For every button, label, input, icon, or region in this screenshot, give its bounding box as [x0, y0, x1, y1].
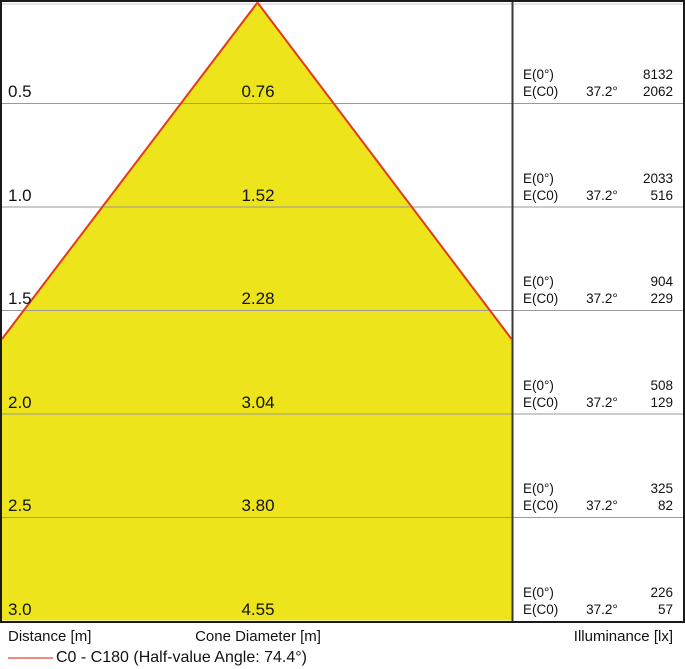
cone-plot: [0, 0, 685, 623]
ec0-line: E(C0) 37.2° 516: [523, 187, 673, 204]
ec0-line: E(C0) 37.2° 229: [523, 290, 673, 307]
distance-tick: 1.0: [8, 186, 32, 205]
ec0-value: 2062: [642, 84, 673, 99]
cone-diameter-value: 0.76: [241, 82, 275, 101]
e0-line: E(0°) 8132: [523, 66, 673, 83]
cone-diameter-value: 4.55: [241, 600, 275, 619]
e0-label: E(0°): [523, 378, 554, 393]
cone-diameter-value: 3.04: [241, 393, 275, 412]
beam-angle: 37.2°: [586, 395, 618, 410]
beam-angle: 37.2°: [586, 602, 618, 617]
light-cone: [2, 2, 512, 621]
distance-tick: 2.5: [8, 496, 32, 515]
chart-footer: Distance [m] Cone Diameter [m] Illuminan…: [0, 623, 685, 669]
e0-line: E(0°) 904: [523, 273, 673, 290]
ec0-line: E(C0) 37.2° 82: [523, 497, 673, 514]
illuminance-row: E(0°) 508 E(C0) 37.2° 129: [523, 377, 673, 411]
cone-edge-left: [1, 1, 259, 340]
e0-value: 226: [650, 585, 673, 600]
e0-line: E(0°) 226: [523, 584, 673, 601]
e0-line: E(0°) 2033: [523, 170, 673, 187]
chart-border: [0, 0, 685, 623]
cone-diameter-value: 2.28: [241, 289, 275, 308]
distance-tick: 1.5: [8, 289, 32, 308]
illuminance-row: E(0°) 226 E(C0) 37.2° 57: [523, 584, 673, 618]
ec0-label: E(C0): [523, 395, 559, 410]
e0-label: E(0°): [523, 171, 554, 186]
e0-line: E(0°) 325: [523, 480, 673, 497]
e0-label: E(0°): [523, 481, 554, 496]
legend-label: C0 - C180 (Half-value Angle: 74.4°): [56, 649, 307, 666]
e0-value: 508: [650, 378, 673, 393]
ec0-line: E(C0) 37.2° 2062: [523, 83, 673, 100]
ec0-label: E(C0): [523, 498, 559, 513]
illuminance-row: E(0°) 325 E(C0) 37.2° 82: [523, 480, 673, 514]
legend-line-swatch: [8, 657, 53, 659]
cone-diameter-axis-label: Cone Diameter [m]: [195, 628, 321, 645]
cone-diameter-value: 1.52: [241, 186, 275, 205]
illuminance-axis-label: Illuminance [lx]: [573, 628, 673, 645]
cone-edge-right: [256, 1, 513, 340]
illuminance-row: E(0°) 904 E(C0) 37.2° 229: [523, 273, 673, 307]
e0-value: 904: [650, 274, 673, 289]
e0-value: 325: [650, 481, 673, 496]
illuminance-row: E(0°) 2033 E(C0) 37.2° 516: [523, 170, 673, 204]
ec0-line: E(C0) 37.2° 129: [523, 394, 673, 411]
ec0-label: E(C0): [523, 602, 559, 617]
e0-label: E(0°): [523, 274, 554, 289]
ec0-value: 516: [650, 188, 673, 203]
ec0-line: E(C0) 37.2° 57: [523, 601, 673, 618]
distance-tick: 0.5: [8, 82, 32, 101]
e0-value: 8132: [642, 67, 673, 82]
ec0-value: 82: [657, 498, 673, 513]
distance-tick: 2.0: [8, 393, 32, 412]
ec0-label: E(C0): [523, 291, 559, 306]
ec0-label: E(C0): [523, 84, 559, 99]
ec0-value: 57: [657, 602, 673, 617]
beam-angle: 37.2°: [586, 84, 618, 99]
distance-axis-label: Distance [m]: [8, 628, 92, 645]
illuminance-row: E(0°) 8132 E(C0) 37.2° 2062: [523, 66, 673, 100]
legend: C0 - C180 (Half-value Angle: 74.4°): [0, 647, 685, 669]
gridlines: [2, 103, 683, 518]
beam-angle: 37.2°: [586, 188, 618, 203]
distance-tick: 3.0: [8, 600, 32, 619]
e0-value: 2033: [642, 171, 673, 186]
e0-line: E(0°) 508: [523, 377, 673, 394]
e0-label: E(0°): [523, 585, 554, 600]
ec0-label: E(C0): [523, 188, 559, 203]
chart-area: 0.5 0.76 E(0°) 8132 E(C0) 37.2° 2062 1.0…: [0, 0, 685, 623]
cone-diameter-value: 3.80: [241, 496, 275, 515]
e0-label: E(0°): [523, 67, 554, 82]
ec0-value: 229: [650, 291, 673, 306]
beam-angle: 37.2°: [586, 498, 618, 513]
ec0-value: 129: [650, 395, 673, 410]
beam-angle: 37.2°: [586, 291, 618, 306]
